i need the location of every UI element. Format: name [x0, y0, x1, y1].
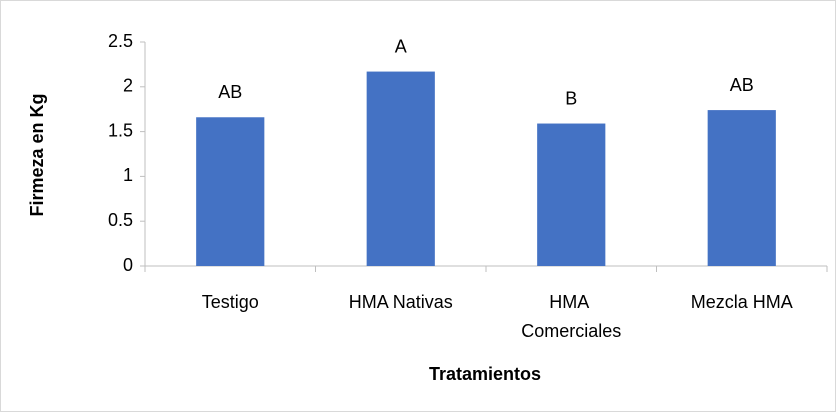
bar — [366, 71, 435, 267]
bar — [537, 123, 606, 266]
x-tick-label: Mezcla HMA — [691, 292, 793, 312]
y-tick-label: 1.5 — [108, 120, 133, 140]
y-tick-label: 0.5 — [108, 210, 133, 230]
bar-annotation: B — [565, 88, 577, 108]
bar-annotation: AB — [730, 75, 754, 95]
bar — [707, 110, 776, 266]
y-tick-label: 2 — [123, 76, 133, 96]
y-tick-label: 2.5 — [108, 31, 133, 51]
bar — [196, 117, 265, 266]
y-tick-label: 0 — [123, 255, 133, 275]
y-axis-title: Firmeza en Kg — [27, 93, 47, 216]
x-tick-label: HMA Nativas — [349, 292, 453, 312]
x-axis-title: Tratamientos — [429, 364, 541, 384]
bar-annotation: A — [395, 36, 407, 56]
bar-annotation: AB — [218, 82, 242, 102]
x-tick-label: HMA Comerciales — [521, 292, 621, 341]
y-tick-label: 1 — [123, 165, 133, 185]
x-tick-label: Testigo — [202, 292, 259, 312]
